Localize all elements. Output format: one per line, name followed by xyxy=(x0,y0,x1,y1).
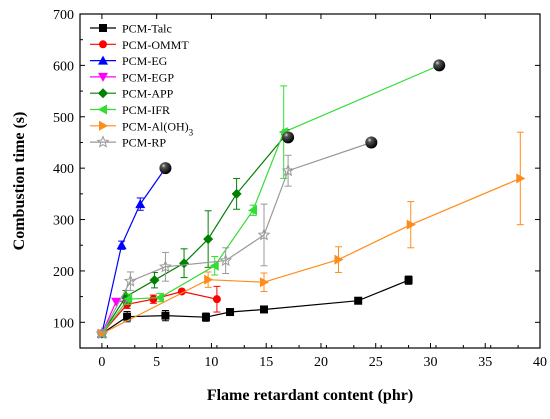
x-tick-label: 20 xyxy=(314,355,328,370)
data-point xyxy=(226,308,235,317)
series-pcm-al-oh- xyxy=(97,131,526,339)
legend-marker xyxy=(99,24,107,32)
series-pcm-rp xyxy=(95,135,378,340)
data-point xyxy=(111,297,122,307)
plot-frame xyxy=(79,13,541,349)
y-tick-label: 400 xyxy=(53,162,74,177)
endpoint-ball xyxy=(282,131,295,144)
data-point xyxy=(260,305,268,314)
x-tick-label: 0 xyxy=(98,355,105,370)
series-line xyxy=(101,279,409,335)
data-point xyxy=(248,205,258,216)
data-point xyxy=(201,313,210,322)
data-point xyxy=(204,274,214,285)
y-tick-label: 500 xyxy=(53,111,74,126)
legend-marker xyxy=(98,72,108,82)
data-point xyxy=(260,277,269,288)
x-axis-title: Flame retardant content (phr) xyxy=(207,387,413,404)
legend-marker xyxy=(98,104,107,115)
series-pcm-ifr xyxy=(96,85,288,339)
legend-label: PCM-Talc xyxy=(122,22,172,36)
y-tick-label: 600 xyxy=(53,59,74,74)
data-point xyxy=(123,312,132,321)
data-point xyxy=(154,292,164,303)
data-point xyxy=(212,295,221,304)
legend-label: PCM-RP xyxy=(122,136,166,150)
legend-label: PCM-EGP xyxy=(122,70,174,84)
series-line xyxy=(101,131,285,334)
y-tick-label: 200 xyxy=(53,265,74,280)
series-pcm-talc xyxy=(97,275,413,338)
endpoint-ball xyxy=(159,162,172,175)
data-point xyxy=(231,188,242,199)
legend-label: PCM-OMMT xyxy=(122,38,189,52)
data-point xyxy=(257,228,271,241)
x-tick-label: 30 xyxy=(423,355,437,370)
series-extension-line xyxy=(283,64,440,133)
legend-label-subscript: 3 xyxy=(189,127,194,137)
y-tick-label: 300 xyxy=(53,214,74,229)
data-point xyxy=(219,253,233,267)
data-point xyxy=(334,254,344,265)
x-tick-label: 5 xyxy=(153,355,160,370)
data-point xyxy=(406,219,416,230)
y-tick-label: 100 xyxy=(53,316,74,331)
data-point xyxy=(123,294,133,305)
data-point xyxy=(354,296,363,305)
data-point xyxy=(161,311,170,320)
data-point xyxy=(516,173,526,184)
data-point xyxy=(203,234,214,245)
data-point xyxy=(281,163,295,177)
legend-marker xyxy=(96,135,110,148)
data-point xyxy=(158,260,172,273)
legend-marker xyxy=(98,88,108,99)
data-point xyxy=(209,260,219,271)
data-point xyxy=(404,276,413,285)
legend-marker xyxy=(99,120,108,131)
data-point xyxy=(149,275,160,286)
x-tick-label: 35 xyxy=(478,355,492,370)
legend-label: PCM-EG xyxy=(122,54,168,68)
legend-label: PCM-Al(OH)3 xyxy=(122,119,194,137)
series-extension-line xyxy=(139,167,166,205)
data-point xyxy=(135,199,146,209)
data-point xyxy=(123,274,137,287)
data-point xyxy=(95,326,109,340)
x-tick-label: 25 xyxy=(369,355,383,370)
endpoint-ball xyxy=(365,136,378,149)
legend: PCM-Talc PCM-OMMT PCM-EG PCM-EGP PCM-APP PCM-… xyxy=(90,22,194,150)
series-line xyxy=(101,141,372,334)
x-tick-label: 10 xyxy=(204,355,218,370)
legend-marker xyxy=(99,40,107,49)
legend-label: PCM-APP xyxy=(122,87,174,101)
y-tick-label: 700 xyxy=(53,8,74,23)
data-point xyxy=(116,240,127,250)
legend-marker xyxy=(98,55,108,65)
legend-label: PCM-IFR xyxy=(122,103,170,117)
x-tick-label: 15 xyxy=(259,355,273,370)
y-axis-title: Combustion time (s) xyxy=(11,112,28,251)
x-tick-label: 40 xyxy=(533,355,547,370)
series-line xyxy=(101,177,521,335)
series-line xyxy=(101,203,141,334)
endpoint-ball xyxy=(433,59,446,72)
data-point xyxy=(149,295,158,304)
